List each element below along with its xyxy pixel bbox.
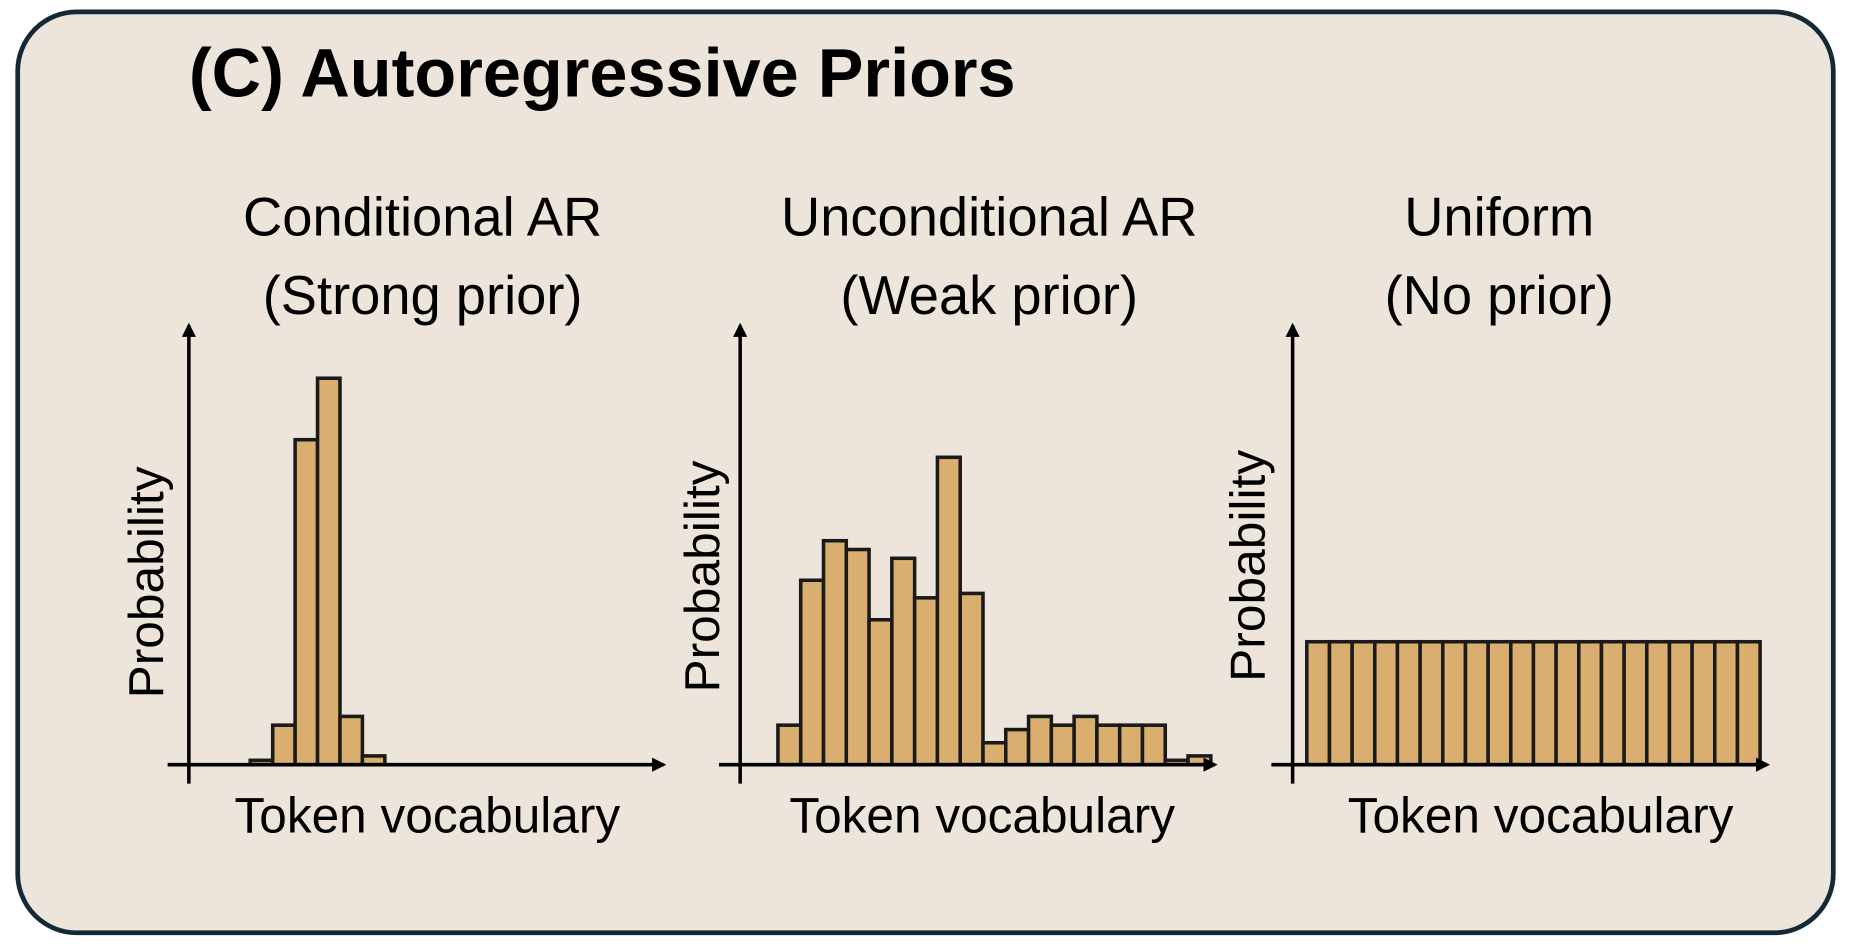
x-axis-label: Token vocabulary xyxy=(789,787,1175,843)
bar xyxy=(1049,723,1076,767)
chart-subtitle: (Strong prior) xyxy=(263,265,583,326)
bar xyxy=(1667,639,1694,767)
bar xyxy=(293,437,320,767)
bar xyxy=(1117,723,1145,767)
chart-title: Unconditional AR xyxy=(781,187,1197,248)
bar xyxy=(1645,639,1672,767)
bar xyxy=(1072,714,1099,767)
bar xyxy=(1690,639,1717,767)
bar xyxy=(1554,639,1581,767)
bar xyxy=(1418,639,1445,767)
bar xyxy=(1713,639,1740,767)
bar xyxy=(270,723,297,767)
bar xyxy=(1327,639,1354,767)
bar xyxy=(1509,639,1536,767)
bar xyxy=(776,723,803,767)
bar xyxy=(1305,639,1332,767)
bar xyxy=(958,591,985,767)
bar xyxy=(1577,639,1604,767)
chart-subtitle: (No prior) xyxy=(1385,265,1614,326)
bar xyxy=(1531,639,1558,767)
x-axis-label: Token vocabulary xyxy=(1348,787,1734,843)
y-axis-label: Probability xyxy=(1219,450,1275,682)
bar xyxy=(1599,639,1626,767)
x-axis-label: Token vocabulary xyxy=(235,787,621,843)
bar xyxy=(1486,639,1513,767)
bar xyxy=(1004,727,1031,767)
bar xyxy=(1373,639,1400,767)
chart-title: Uniform xyxy=(1404,187,1594,248)
bar xyxy=(798,578,826,767)
bar xyxy=(338,714,365,767)
y-axis-label: Probability xyxy=(118,466,174,698)
y-axis-label: Probability xyxy=(674,460,730,692)
bar xyxy=(1095,723,1122,767)
bar xyxy=(1622,639,1649,767)
bar xyxy=(1395,639,1422,767)
bar xyxy=(1441,639,1468,767)
bar xyxy=(821,538,849,767)
bar xyxy=(1735,639,1762,767)
bar xyxy=(867,618,894,767)
bar xyxy=(981,740,1008,767)
figure-title: (C) Autoregressive Priors xyxy=(189,34,1016,111)
bar xyxy=(935,455,962,767)
bar xyxy=(1463,639,1490,767)
chart-title: Conditional AR xyxy=(243,187,602,248)
bar xyxy=(912,596,940,767)
bar xyxy=(1140,723,1168,767)
bar xyxy=(315,376,342,767)
bar xyxy=(1350,639,1377,767)
chart-subtitle: (Weak prior) xyxy=(840,265,1138,326)
bar xyxy=(890,556,917,767)
bar xyxy=(844,547,871,767)
bar xyxy=(1026,714,1054,767)
